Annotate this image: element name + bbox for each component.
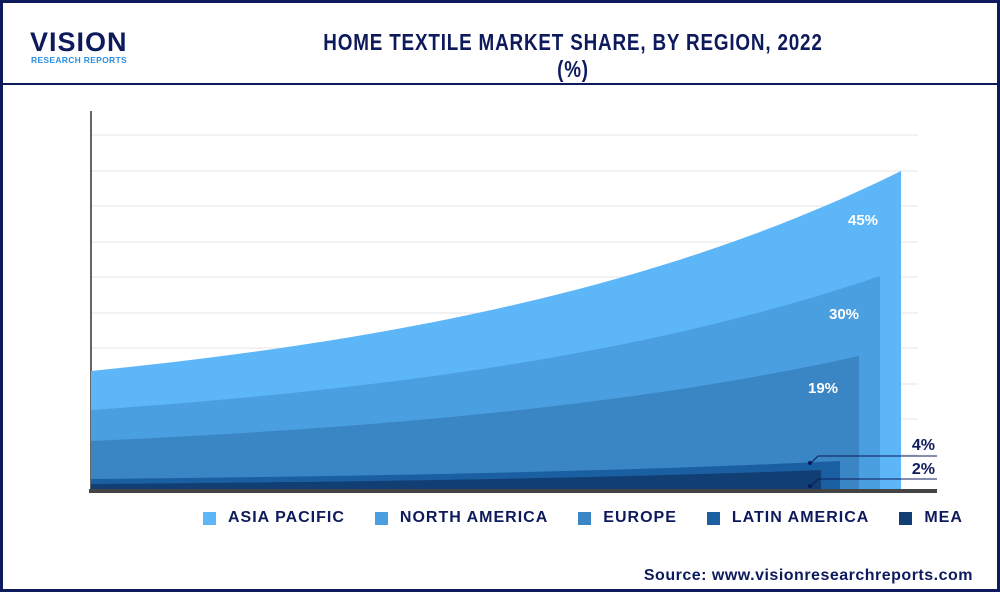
legend-swatch [706, 511, 720, 525]
data-label: 19% [808, 380, 838, 397]
legend-item: LATIN AMERICA [706, 509, 870, 527]
data-label: 2% [912, 461, 935, 478]
logo: VISION [30, 27, 128, 57]
legend-swatch [578, 511, 592, 525]
legend-item: ASIA PACIFIC [203, 509, 345, 527]
area-chart: 45% 30% 19% 4% 2% [89, 111, 937, 493]
chart-title: HOME TEXTILE MARKET SHARE, BY REGION, 20… [323, 29, 823, 82]
legend-label: EUROPE [603, 509, 677, 526]
header: VISION RESEARCH REPORTS HOME TEXTILE MAR… [3, 3, 997, 85]
legend-label: ASIA PACIFIC [228, 509, 345, 526]
leader-dot [808, 461, 812, 465]
leader-line [810, 478, 819, 487]
legend-swatch [899, 511, 913, 525]
source-note: Source: www.visionresearchreports.com [643, 567, 973, 584]
legend-item: EUROPE [578, 509, 677, 527]
legend-item: NORTH AMERICA [374, 509, 549, 527]
legend-swatch [203, 511, 216, 525]
area-europe [91, 356, 859, 491]
legend: ASIA PACIFIC NORTH AMERICA EUROPE LATIN AME… [203, 509, 993, 527]
leader-line [810, 455, 819, 464]
legend-item: MEA [899, 509, 963, 527]
data-label: 30% [829, 306, 859, 323]
leader-dot [808, 484, 812, 488]
legend-label: NORTH AMERICA [399, 509, 549, 526]
legend-label: MEA [924, 509, 963, 526]
legend-swatch [374, 511, 388, 525]
data-label: 45% [848, 212, 878, 229]
logo-subtitle: RESEARCH REPORTS [31, 55, 127, 65]
legend-label: LATIN AMERICA [731, 509, 870, 526]
data-label: 4% [912, 437, 935, 454]
area-mea [91, 470, 821, 491]
